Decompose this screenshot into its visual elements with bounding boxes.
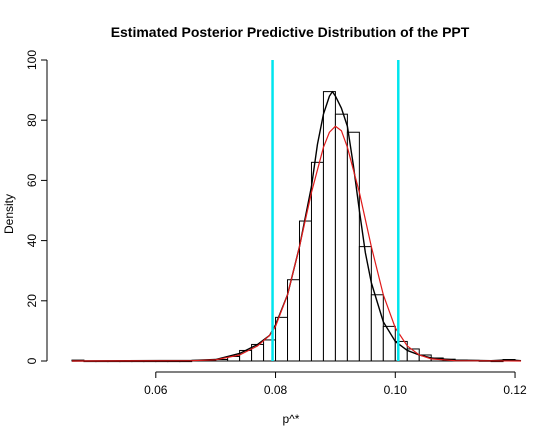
chart-title: Estimated Posterior Predictive Distribut…	[111, 24, 470, 40]
histogram-bar	[287, 279, 300, 362]
reference-lines	[271, 60, 400, 361]
x-tick-label: 0.12	[503, 383, 527, 397]
normal-density-curve	[71, 125, 522, 362]
x-tick-label: 0.08	[264, 383, 288, 397]
histogram-bar	[275, 316, 289, 362]
y-tick-label: 40	[25, 234, 39, 248]
x-axis: 0.06 0.08 0.10 0.12	[144, 371, 527, 397]
y-tick-label: 100	[25, 50, 39, 70]
histogram-bar	[370, 294, 384, 362]
histogram-bar	[310, 161, 324, 362]
histogram-bar	[358, 246, 372, 362]
y-tick-label: 80	[25, 113, 39, 127]
histogram-bar	[334, 113, 348, 362]
y-tick-label: 60	[25, 173, 39, 187]
y-tick-label: 20	[25, 294, 39, 308]
x-tick-label: 0.06	[144, 383, 168, 397]
y-axis-label: Density	[2, 194, 16, 234]
x-tick-label: 0.10	[384, 383, 408, 397]
y-axis: 0 20 40 60 80 100	[25, 50, 48, 364]
y-tick-label: 0	[25, 357, 39, 364]
histogram-bar	[298, 220, 312, 362]
x-axis-label: p^*	[283, 412, 300, 426]
histogram-bars	[71, 91, 516, 363]
density-curves	[71, 90, 522, 362]
